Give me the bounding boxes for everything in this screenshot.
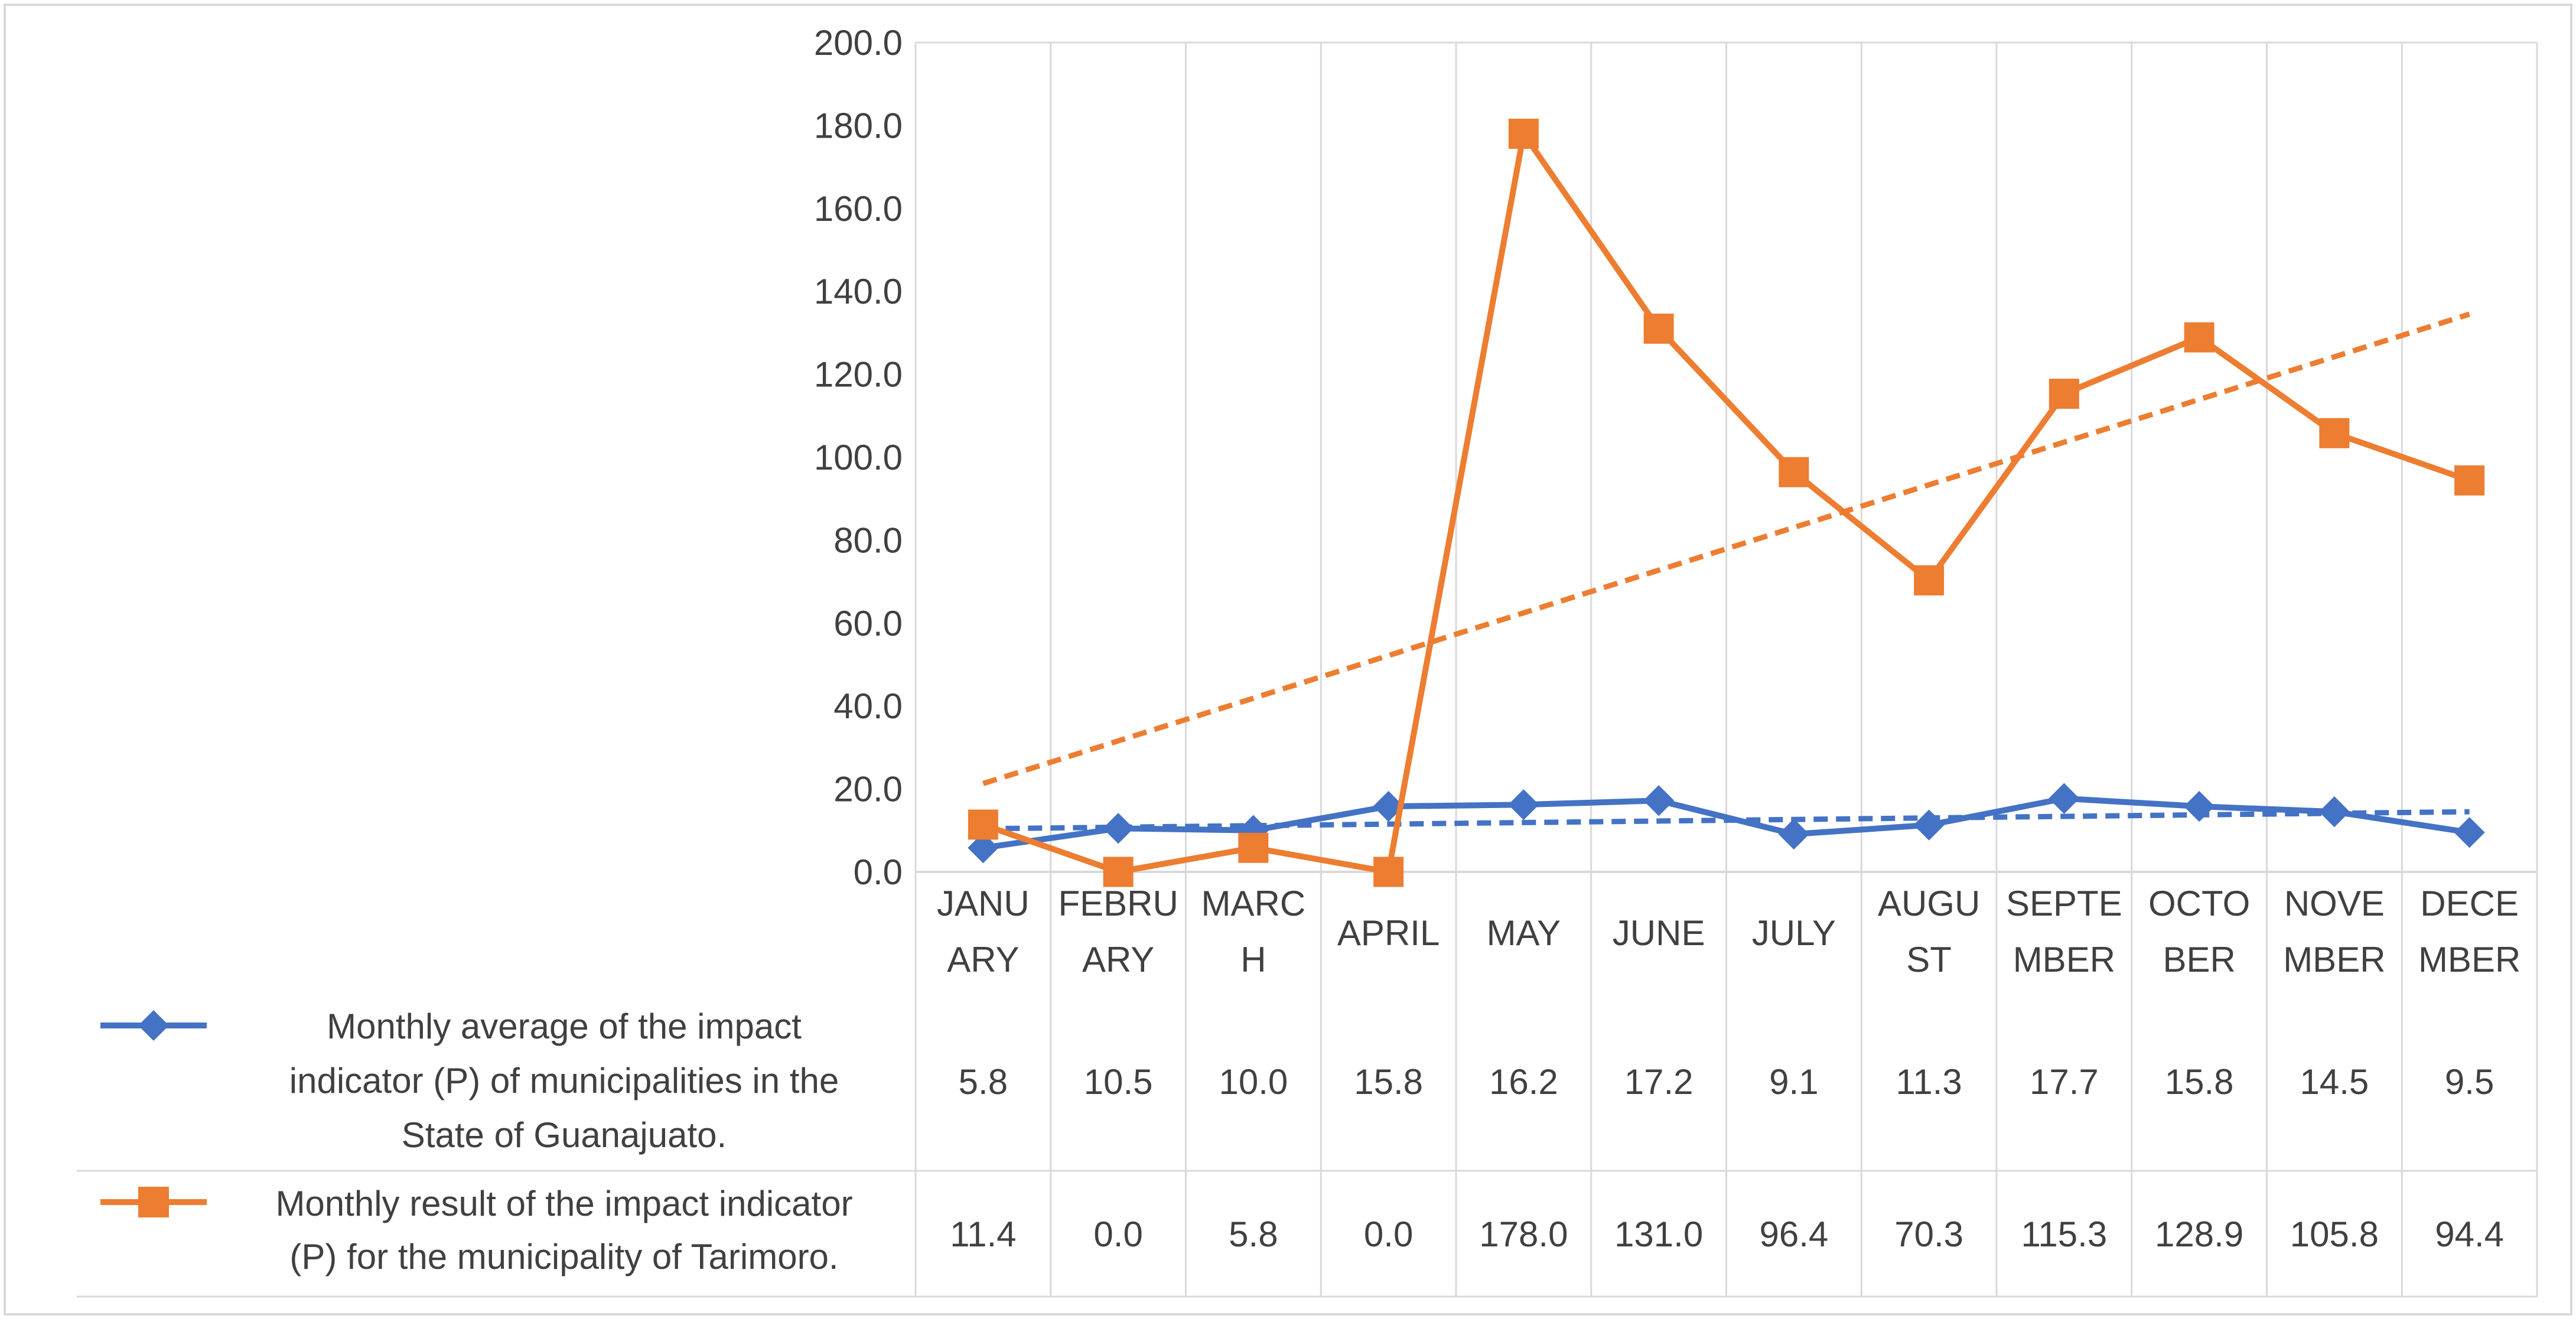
data-point-tarimoro xyxy=(2049,379,2079,409)
table-value-cell: 10.0 xyxy=(1219,1062,1288,1102)
table-value-cell: 178.0 xyxy=(1479,1214,1568,1254)
trendline-tarimoro xyxy=(982,311,2470,786)
x-tick-label: JANU xyxy=(937,884,1030,923)
legend-series-name: Monthly average of the impact xyxy=(327,1007,802,1046)
x-tick-label: JUNE xyxy=(1613,913,1705,953)
data-point-guanajuato xyxy=(1508,789,1539,820)
x-tick-label: ARY xyxy=(1082,940,1154,979)
x-tick-label: BER xyxy=(2163,940,2235,979)
data-point-tarimoro xyxy=(1373,857,1404,887)
y-tick-label: 140.0 xyxy=(814,272,903,311)
table-value-cell: 16.2 xyxy=(1489,1062,1558,1102)
data-point-guanajuato xyxy=(1643,785,1675,816)
table-value-cell: 94.4 xyxy=(2435,1214,2504,1254)
y-tick-label: 20.0 xyxy=(833,770,903,809)
data-point-guanajuato xyxy=(1913,809,1945,841)
table-value-cell: 17.7 xyxy=(2030,1062,2099,1102)
data-point-tarimoro xyxy=(1238,832,1269,863)
table-value-cell: 105.8 xyxy=(2290,1214,2379,1254)
table-value-cell: 115.3 xyxy=(2021,1214,2108,1254)
data-point-tarimoro xyxy=(2319,418,2350,448)
x-tick-label: FEBRU xyxy=(1058,884,1178,923)
legend-series-name: (P) for the municipality of Tarimoro. xyxy=(289,1237,838,1277)
x-tick-label: ST xyxy=(1906,940,1952,979)
x-tick-label: MARC xyxy=(1201,884,1306,923)
data-point-guanajuato xyxy=(2454,817,2485,848)
table-value-cell: 131.0 xyxy=(1614,1214,1703,1254)
x-tick-label: MBER xyxy=(2418,940,2520,979)
series-line-tarimoro xyxy=(982,131,2471,875)
x-tick-label: NOVE xyxy=(2284,884,2385,923)
data-point-tarimoro xyxy=(2454,465,2485,496)
table-value-cell: 70.3 xyxy=(1894,1214,1963,1254)
y-tick-label: 200.0 xyxy=(814,23,903,63)
y-tick-label: 60.0 xyxy=(833,604,903,643)
legend-series-name: State of Guanajuato. xyxy=(402,1115,727,1155)
table-value-cell: 11.3 xyxy=(1896,1062,1962,1102)
table-value-cell: 128.9 xyxy=(2155,1214,2243,1254)
data-point-guanajuato xyxy=(968,832,999,864)
y-tick-label: 120.0 xyxy=(814,355,903,395)
y-tick-label: 160.0 xyxy=(814,189,903,229)
x-tick-label: MAY xyxy=(1487,913,1561,953)
table-value-cell: 14.5 xyxy=(2300,1062,2369,1102)
y-tick-label: 80.0 xyxy=(833,520,903,560)
legend-series-name: Monthly result of the impact indicator xyxy=(275,1184,852,1223)
legend-series-name: indicator (P) of municipalities in the xyxy=(289,1061,839,1100)
x-tick-label: ARY xyxy=(947,940,1019,979)
y-tick-label: 180.0 xyxy=(814,106,903,145)
table-value-cell: 96.4 xyxy=(1759,1214,1828,1254)
data-point-tarimoro xyxy=(1103,857,1134,887)
table-value-cell: 15.8 xyxy=(1354,1062,1423,1102)
data-point-tarimoro xyxy=(1779,457,1809,487)
data-point-guanajuato xyxy=(2318,796,2350,828)
y-tick-label: 100.0 xyxy=(814,438,903,477)
table-value-cell: 15.8 xyxy=(2165,1062,2234,1102)
table-value-cell: 5.8 xyxy=(1229,1214,1278,1254)
table-value-cell: 5.8 xyxy=(959,1062,1008,1102)
y-tick-label: 0.0 xyxy=(854,852,903,892)
x-tick-label: APRIL xyxy=(1337,913,1440,953)
x-tick-label: AUGU xyxy=(1878,884,1980,923)
table-value-cell: 9.1 xyxy=(1769,1062,1818,1102)
table-value-cell: 9.5 xyxy=(2445,1062,2494,1102)
x-tick-label: MBER xyxy=(2013,940,2115,979)
chart-border xyxy=(4,4,2572,1316)
x-tick-label: OCTO xyxy=(2148,884,2250,923)
y-tick-label: 40.0 xyxy=(833,686,903,726)
table-value-cell: 0.0 xyxy=(1093,1214,1142,1254)
table-value-cell: 10.5 xyxy=(1084,1062,1153,1102)
legend-marker-tarimoro xyxy=(138,1187,169,1217)
data-point-tarimoro xyxy=(1914,565,1945,595)
data-point-guanajuato xyxy=(2049,783,2080,814)
data-point-tarimoro xyxy=(1643,313,1674,344)
data-point-guanajuato xyxy=(1778,818,1809,850)
legend-marker-guanajuato xyxy=(138,1010,169,1041)
table-value-cell: 0.0 xyxy=(1364,1214,1413,1254)
table-value-cell: 17.2 xyxy=(1624,1062,1694,1102)
x-tick-label: SEPTE xyxy=(2006,884,2122,923)
data-point-guanajuato xyxy=(1103,813,1134,844)
data-point-tarimoro xyxy=(2184,322,2214,353)
x-tick-label: JULY xyxy=(1752,913,1836,953)
data-point-guanajuato xyxy=(1373,790,1404,822)
data-point-tarimoro xyxy=(968,809,998,840)
data-point-tarimoro xyxy=(1508,118,1539,149)
series-line-guanajuato xyxy=(982,795,2470,851)
x-tick-label: H xyxy=(1240,940,1266,979)
x-tick-label: MBER xyxy=(2283,940,2385,979)
table-value-cell: 11.4 xyxy=(950,1214,1016,1254)
x-tick-label: DECE xyxy=(2420,884,2519,923)
data-point-guanajuato xyxy=(2184,790,2215,822)
